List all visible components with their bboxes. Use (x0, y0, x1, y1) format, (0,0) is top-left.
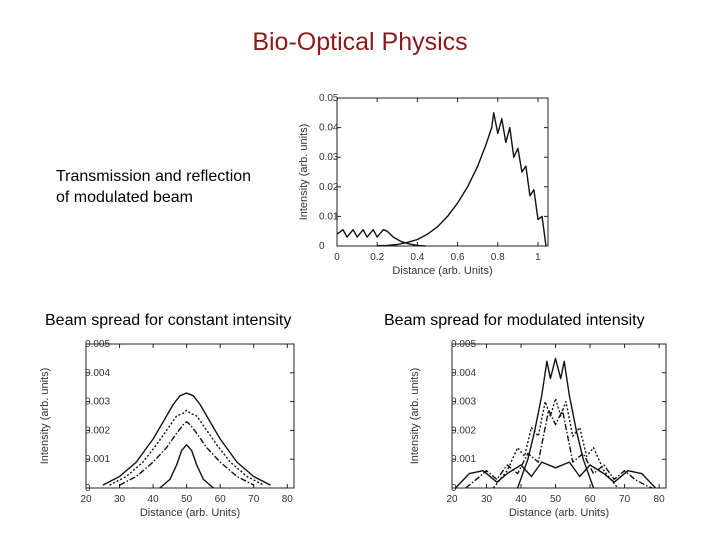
caption-transmission: Transmission and reflection of modulated… (56, 166, 251, 208)
y-tick-label: 0.002 (85, 425, 110, 436)
series-line-1 (336, 229, 426, 247)
x-axis-label: Distance (arb. Units) (392, 265, 492, 277)
series-line-2 (377, 112, 547, 247)
x-tick-label: 60 (215, 494, 227, 505)
plot-frame (451, 343, 667, 489)
x-tick-label: 30 (114, 494, 126, 505)
series-line-1 (516, 357, 595, 489)
series-line-4 (159, 444, 214, 489)
x-tick-label: 0.8 (491, 252, 505, 263)
caption-transmission-line1: Transmission and reflection (56, 168, 252, 185)
plot-frame (85, 343, 295, 489)
y-tick-label: 0.05 (319, 93, 339, 104)
x-axis-label: Distance (arb. Units) (509, 507, 609, 519)
chart-transmission-reflection: 0 0.2 0.4 0.6 0.8 1 0 0.01 0.02 0.03 0.04 0.05 Dista… (298, 93, 549, 277)
x-tick-label: 20 (446, 494, 458, 505)
y-tick-label: 0.001 (451, 454, 476, 465)
x-tick-label: 0.2 (370, 252, 384, 263)
x-tick-label: 1 (535, 252, 541, 263)
caption-constant-intensity: Beam spread for constant intensity (45, 312, 292, 329)
y-axis-label: Intensity (arb. units) (39, 368, 51, 465)
y-tick-label: 0.004 (451, 368, 476, 379)
x-tick-label: 50 (181, 494, 193, 505)
x-tick-label: 0 (334, 252, 340, 263)
y-tick-label: 0.01 (319, 211, 339, 222)
y-axis-label: Intensity (arb. units) (409, 368, 421, 465)
x-tick-label: 80 (282, 494, 294, 505)
x-tick-label: 40 (515, 494, 527, 505)
y-tick-label: 0 (319, 241, 325, 252)
chart-beam-spread-modulated: 20 30 40 50 60 70 80 0 0.001 0.002 0.003 0.004 0.005… (409, 339, 667, 519)
series-line-3 (119, 421, 255, 486)
y-tick-label: 0 (451, 483, 457, 494)
y-tick-label: 0 (85, 483, 91, 494)
x-tick-label: 40 (148, 494, 160, 505)
plot-frame (336, 97, 549, 247)
x-tick-label: 70 (248, 494, 260, 505)
x-tick-label: 70 (619, 494, 631, 505)
chart-beam-spread-constant: 20 30 40 50 60 70 80 0 0.001 0.002 0.003 0.004 0.005… (39, 339, 295, 519)
x-tick-label: 0.4 (410, 252, 424, 263)
y-tick-label: 0.001 (85, 454, 110, 465)
y-tick-label: 0.04 (319, 123, 339, 134)
y-tick-label: 0.003 (85, 397, 110, 408)
x-tick-label: 0.6 (451, 252, 465, 263)
series-line-4 (454, 461, 657, 489)
y-tick-label: 0.005 (451, 339, 476, 350)
x-tick-label: 60 (585, 494, 597, 505)
y-tick-label: 0.005 (85, 339, 110, 350)
x-tick-label: 20 (80, 494, 92, 505)
x-tick-label: 50 (550, 494, 562, 505)
y-tick-label: 0.003 (451, 397, 476, 408)
caption-transmission-line2: of modulated beam (56, 189, 193, 206)
y-tick-label: 0.004 (85, 368, 110, 379)
series-line-2 (109, 409, 265, 486)
y-tick-label: 0.02 (319, 182, 339, 193)
y-tick-label: 0.03 (319, 152, 339, 163)
y-tick-label: 0.002 (451, 425, 476, 436)
x-tick-label: 80 (654, 494, 666, 505)
caption-modulated-intensity: Beam spread for modulated intensity (384, 312, 645, 329)
series-line-1 (102, 392, 271, 486)
x-tick-label: 30 (481, 494, 493, 505)
y-axis-label: Intensity (arb. units) (298, 124, 310, 221)
series-line-3 (465, 409, 653, 489)
x-axis-label: Distance (arb. Units) (140, 507, 240, 519)
slide-title: Bio-Optical Physics (252, 28, 468, 56)
series-line-2 (492, 398, 619, 489)
